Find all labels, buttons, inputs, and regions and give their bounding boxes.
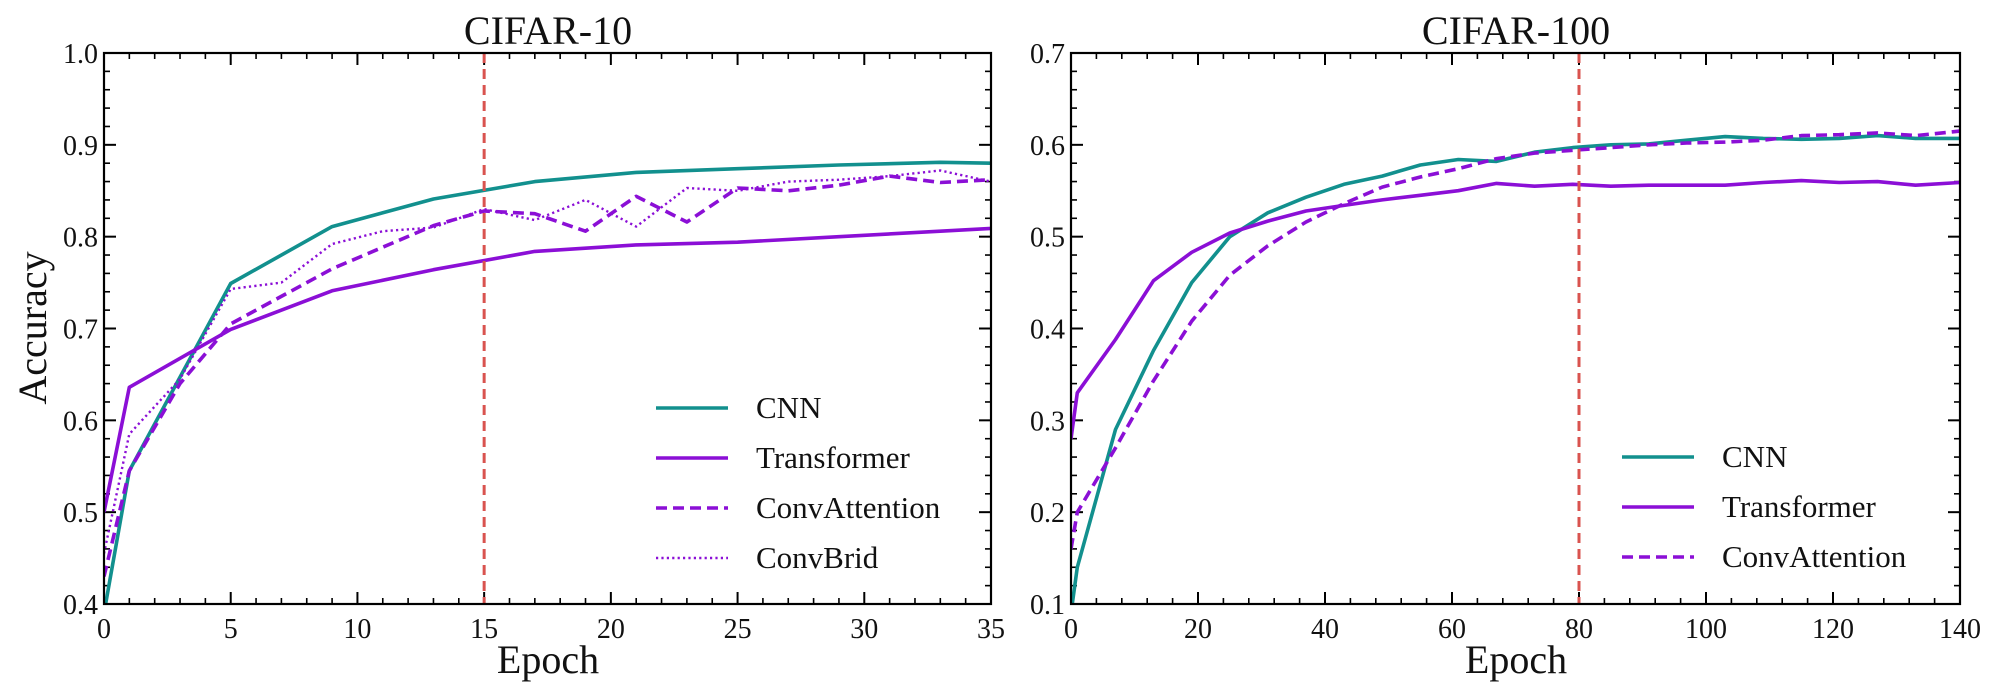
cifar100-series <box>1071 129 1960 604</box>
cifar10-legend-label-transformer: Transformer <box>756 440 911 475</box>
cifar100-x-tick-label: 100 <box>1685 614 1727 645</box>
cifar100-legend-label-transformer: Transformer <box>1722 489 1877 524</box>
cifar10-x-axis-label: Epoch <box>497 637 599 682</box>
cifar10-y-axis-label: Accuracy <box>10 251 55 404</box>
cifar10-y-tick-label: 0.6 <box>63 406 98 437</box>
cifar10-series-convattention <box>104 174 991 577</box>
cifar10-legend: CNN Transformer ConvAttention ConvBrid <box>656 390 941 575</box>
cifar10-y-tick-label: 0.4 <box>63 590 98 621</box>
cifar10-x-tick-label: 20 <box>597 614 625 645</box>
cifar10-title: CIFAR-10 <box>464 8 632 53</box>
cifar10-y-tick-label: 0.8 <box>63 223 98 254</box>
cifar10-x-tick-label: 10 <box>343 614 371 645</box>
cifar10-legend-label-convattention: ConvAttention <box>756 490 941 525</box>
cifar100-y-tick-label: 0.5 <box>1030 223 1065 254</box>
cifar10-series-cnn <box>104 160 991 604</box>
cifar100-x-tick-label: 80 <box>1565 614 1593 645</box>
cifar100-plot-frame <box>1069 51 1962 606</box>
cifar100-x-tick-label: 60 <box>1438 614 1466 645</box>
cifar100-y-tick-label: 0.7 <box>1030 39 1065 70</box>
cifar100-legend-label-convattention: ConvAttention <box>1722 539 1907 574</box>
cifar10-x-tick-label: 30 <box>850 614 878 645</box>
cifar10-series-transformer <box>104 226 991 513</box>
cifar100-title: CIFAR-100 <box>1422 8 1610 53</box>
cifar100-y-tick-label: 0.2 <box>1030 498 1065 529</box>
cifar10-series-convbrid <box>104 169 991 554</box>
cifar10-x-tick-label: 25 <box>724 614 752 645</box>
cifar100-y-tick-label: 0.4 <box>1030 315 1065 346</box>
cifar100-y-tick-label: 0.1 <box>1030 590 1065 621</box>
cifar100-series-cnn <box>1071 133 1960 604</box>
cifar10-x-tick-label: 15 <box>470 614 498 645</box>
cifar100-x-tick-label: 20 <box>1184 614 1212 645</box>
cifar10-y-tick-label: 0.9 <box>63 131 98 162</box>
cifar10-panel: 0 5 10 15 20 25 30 35 0.4 0.5 0.6 0.7 0.8 0.9 1.0 CNN Tr… <box>10 8 1005 682</box>
cifar10-y-tick-label: 0.7 <box>63 315 98 346</box>
cifar100-x-tick-label: 40 <box>1311 614 1339 645</box>
cifar100-series-transformer <box>1071 178 1960 439</box>
cifar100-panel: 0 20 40 60 80 100 120 140 0.1 0.2 0.3 0.4 0.5 0.6 0.7 C… <box>1030 8 1981 682</box>
cifar10-legend-label-convbrid: ConvBrid <box>756 540 879 575</box>
cifar100-x-tick-label: 0 <box>1064 614 1078 645</box>
cifar10-legend-label-cnn: CNN <box>756 390 821 425</box>
cifar100-y-tick-label: 0.6 <box>1030 131 1065 162</box>
cifar100-y-tick-label: 0.3 <box>1030 406 1065 437</box>
cifar100-legend: CNN Transformer ConvAttention <box>1622 439 1907 574</box>
cifar100-x-axis-label: Epoch <box>1465 637 1567 682</box>
cifar100-x-tick-label: 120 <box>1812 614 1854 645</box>
cifar10-x-tick-label: 35 <box>977 614 1005 645</box>
cifar10-x-tick-label: 5 <box>224 614 238 645</box>
cifar10-series <box>104 160 991 604</box>
cifar100-series-convattention <box>1071 129 1960 550</box>
cifar10-plot-frame <box>102 51 993 606</box>
cifar10-y-tick-label: 0.5 <box>63 498 98 529</box>
cifar10-y-tick-label: 1.0 <box>63 39 98 70</box>
cifar100-x-tick-label: 140 <box>1939 614 1981 645</box>
cifar10-x-tick-label: 0 <box>97 614 111 645</box>
cifar100-legend-label-cnn: CNN <box>1722 439 1787 474</box>
